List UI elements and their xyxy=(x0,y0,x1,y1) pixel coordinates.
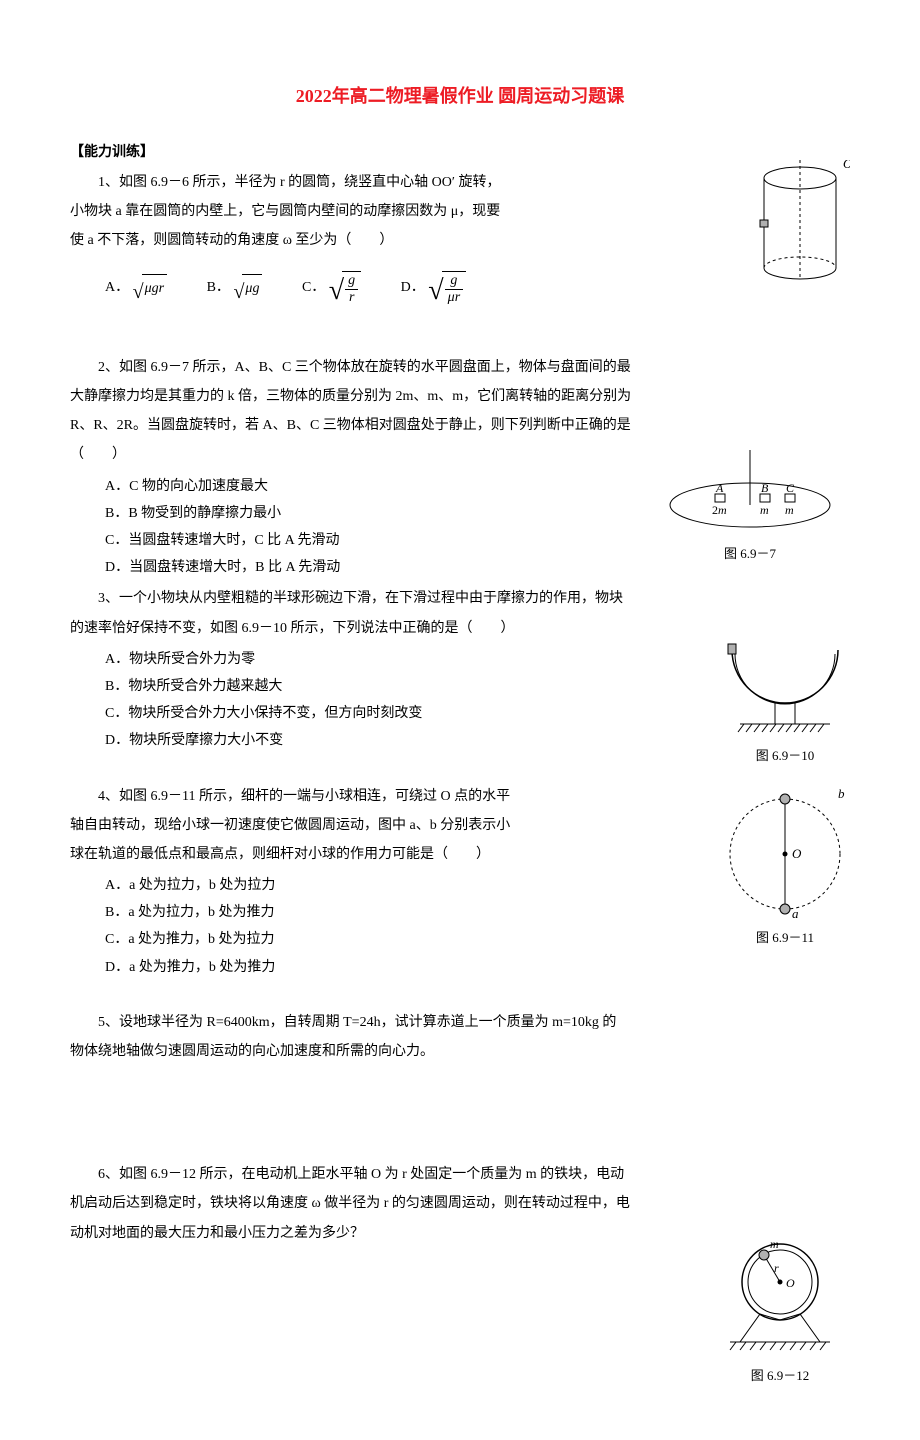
question-3: 3、一个小物块从内壁粗糙的半球形碗边下滑，在下滑过程中由于摩擦力的作用，物块 的… xyxy=(70,586,850,753)
question-4: 4、如图 6.9－11 所示，细杆的一端与小球相连，可绕过 O 点的水平 轴自由… xyxy=(70,784,850,980)
vertical-circle-icon: b O a xyxy=(720,784,850,924)
svg-text:B: B xyxy=(761,481,769,495)
svg-text:C: C xyxy=(786,481,795,495)
fig-6-9-6: O xyxy=(750,160,850,290)
svg-text:O: O xyxy=(843,160,850,171)
motor-icon: O r m xyxy=(720,1232,840,1362)
svg-text:m: m xyxy=(785,503,794,517)
cylinder-icon: O xyxy=(750,160,850,290)
fig-6-9-10-caption: 图 6.9－10 xyxy=(720,744,850,767)
q1-optD: D． √ gμr xyxy=(401,271,466,305)
svg-text:A: A xyxy=(715,481,724,495)
q2-line3: R、R、2R。当圆盘旋转时，若 A、B、C 三物体相对圆盘处于静止，则下列判断中… xyxy=(70,413,850,438)
svg-text:O: O xyxy=(792,846,802,861)
bowl-icon xyxy=(720,632,850,742)
q1-line3: 使 a 不下落，则圆筒转动的角速度 ω 至少为（ ） xyxy=(70,228,850,253)
fig-6-9-12: O r m 图 6.9－12 xyxy=(720,1232,840,1387)
svg-text:O: O xyxy=(786,1276,795,1290)
question-1: 1、如图 6.9－6 所示，半径为 r 的圆筒，绕竖直中心轴 OO′ 旋转， 小… xyxy=(70,170,850,305)
section-heading: 【能力训练】 xyxy=(70,140,850,165)
q1-optB: B． √μg xyxy=(207,274,263,301)
svg-text:r: r xyxy=(774,1261,779,1275)
fig-6-9-11-caption: 图 6.9－11 xyxy=(720,926,850,949)
q2-line1: 2、如图 6.9－7 所示，A、B、C 三个物体放在旋转的水平圆盘面上，物体与盘… xyxy=(70,355,850,380)
q1-line1: 1、如图 6.9－6 所示，半径为 r 的圆筒，绕竖直中心轴 OO′ 旋转， xyxy=(70,170,850,195)
fig-6-9-7-caption: 图 6.9－7 xyxy=(660,542,840,565)
question-6: 6、如图 6.9－12 所示，在电动机上距水平轴 O 为 r 处固定一个质量为 … xyxy=(70,1162,850,1380)
q1-optC: C． √ gr xyxy=(302,271,361,305)
svg-text:a: a xyxy=(792,906,799,921)
q1-optA: A． √μgr xyxy=(105,274,167,301)
fig-6-9-7: A B C 2m m m 图 6.9－7 xyxy=(660,450,840,565)
fig-6-9-11: b O a 图 6.9－11 xyxy=(720,784,850,949)
question-2: 2、如图 6.9－7 所示，A、B、C 三个物体放在旋转的水平圆盘面上，物体与盘… xyxy=(70,355,850,581)
q5-line2: 物体绕地轴做匀速圆周运动的向心加速度和所需的向心力。 xyxy=(70,1039,850,1064)
svg-text:b: b xyxy=(838,786,845,801)
svg-text:m: m xyxy=(760,503,769,517)
svg-text:2m: 2m xyxy=(712,503,727,517)
q3-line1: 3、一个小物块从内壁粗糙的半球形碗边下滑，在下滑过程中由于摩擦力的作用，物块 xyxy=(70,586,850,611)
q1-options: A． √μgr B． √μg C． √ gr D． √ gμr xyxy=(105,271,850,305)
svg-text:m: m xyxy=(770,1237,779,1251)
fig-6-9-10: 图 6.9－10 xyxy=(720,632,850,767)
q4-optD: D．a 处为推力，b 处为推力 xyxy=(105,955,850,980)
q1-line2: 小物块 a 靠在圆筒的内壁上，它与圆筒内壁间的动摩擦因数为 μ，现要 xyxy=(70,199,850,224)
fig-6-9-12-caption: 图 6.9－12 xyxy=(720,1364,840,1387)
disk-icon: A B C 2m m m xyxy=(660,450,840,540)
page-title: 2022年高二物理暑假作业 圆周运动习题课 xyxy=(70,80,850,112)
q5-line1: 5、设地球半径为 R=6400km，自转周期 T=24h，试计算赤道上一个质量为… xyxy=(70,1010,850,1035)
q6-line2: 机启动后达到稳定时，铁块将以角速度 ω 做半径为 r 的匀速圆周运动，则在转动过… xyxy=(70,1191,850,1216)
question-5: 5、设地球半径为 R=6400km，自转周期 T=24h，试计算赤道上一个质量为… xyxy=(70,1010,850,1064)
q6-line1: 6、如图 6.9－12 所示，在电动机上距水平轴 O 为 r 处固定一个质量为 … xyxy=(70,1162,850,1187)
q2-line2: 大静摩擦力均是其重力的 k 倍，三物体的质量分别为 2m、m、m，它们离转轴的距… xyxy=(70,384,850,409)
title-text: 2022年高二物理暑假作业 圆周运动习题课 xyxy=(296,86,625,106)
